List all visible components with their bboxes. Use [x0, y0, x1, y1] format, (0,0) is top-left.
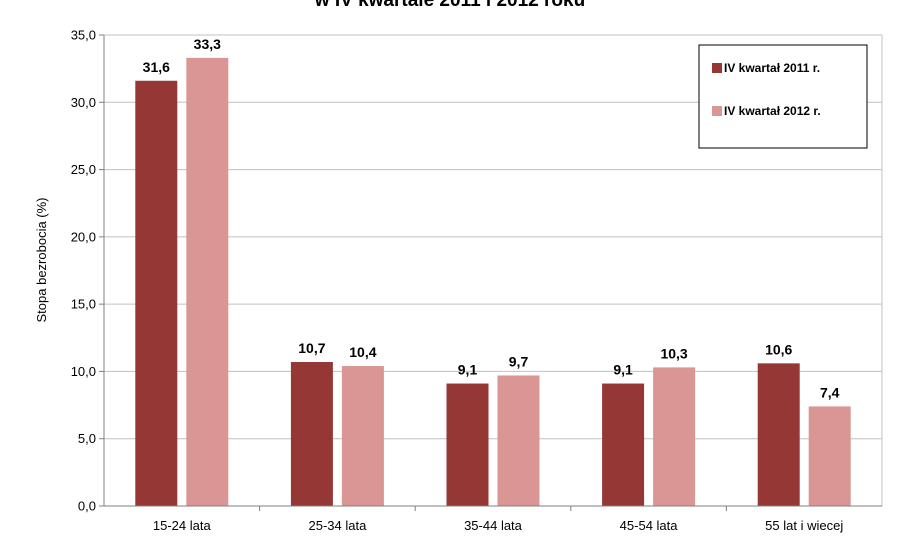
bar	[446, 383, 489, 506]
data-label: 10,3	[660, 345, 687, 361]
legend-label-2011: IV kwartał 2011 r.	[724, 61, 820, 75]
legend-box	[698, 44, 868, 149]
bar	[135, 80, 178, 507]
y-tick-label: 15,0	[71, 297, 96, 312]
x-tick-label: 25-34 lata	[308, 518, 367, 533]
x-tick-label: 55 lat i wiecej	[765, 518, 843, 533]
data-labels: 31,6 33,3 10,7 10,4 9,1 9,7 9,1 10,3 10,6 7,4	[143, 36, 840, 401]
bar	[602, 383, 645, 506]
data-label: 9,1	[458, 362, 478, 378]
chart-title: w IV kwartale 2011 i 2012 roku	[314, 0, 585, 11]
legend-label-2012: IV kwartał 2012 r.	[724, 104, 821, 118]
data-label: 9,1	[613, 362, 633, 378]
data-label: 7,4	[820, 384, 840, 400]
data-label: 10,7	[298, 340, 325, 356]
bar	[186, 57, 229, 507]
y-tick-label: 25,0	[71, 162, 96, 177]
bars	[135, 57, 851, 507]
x-axis-ticks: 15-24 lata 25-34 lata 35-44 lata 45-54 lata…	[153, 506, 843, 533]
legend-swatch-2011	[712, 63, 722, 73]
data-label: 10,4	[349, 344, 376, 360]
bar	[808, 406, 851, 506]
bar	[341, 366, 384, 506]
bar	[497, 375, 540, 506]
y-tick-label: 20,0	[71, 229, 96, 244]
x-tick-label: 35-44 lata	[464, 518, 523, 533]
x-tick-label: 45-54 lata	[620, 518, 679, 533]
y-tick-label: 5,0	[78, 431, 96, 446]
y-tick-label: 0,0	[78, 499, 96, 514]
x-tick-label: 15-24 lata	[153, 518, 212, 533]
legend: IV kwartał 2011 r. IV kwartał 2012 r.	[698, 44, 868, 149]
y-axis-label: Stopa bezrobocia (%)	[34, 197, 49, 322]
bar	[290, 362, 333, 506]
legend-swatch-2012	[712, 106, 722, 116]
y-tick-label: 30,0	[71, 95, 96, 110]
data-label: 31,6	[143, 59, 170, 75]
data-label: 10,6	[765, 341, 792, 357]
data-label: 33,3	[194, 36, 221, 52]
y-tick-label: 35,0	[71, 28, 96, 43]
y-tick-label: 10,0	[71, 364, 96, 379]
y-axis-ticks: 0,0 5,0 10,0 15,0 20,0 25,0 30,0 35,0	[71, 28, 104, 514]
bar	[757, 363, 800, 506]
bar	[653, 367, 696, 506]
data-label: 9,7	[509, 353, 529, 369]
